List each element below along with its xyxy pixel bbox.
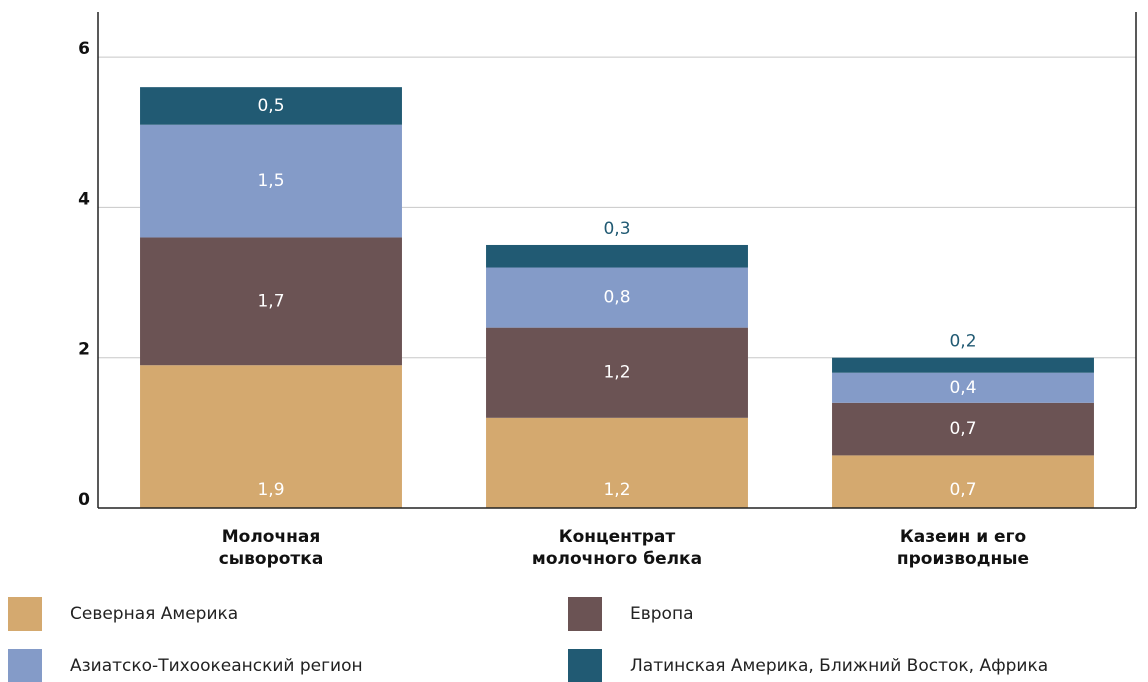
y-tick-label: 6 bbox=[78, 39, 90, 59]
value-label: 1,5 bbox=[257, 171, 284, 191]
bar-segment bbox=[486, 244, 748, 268]
bar-segment bbox=[832, 357, 1094, 373]
bar-segment bbox=[486, 327, 748, 418]
y-tick-label: 4 bbox=[78, 189, 90, 209]
legend-label: Латинская Америка, Ближний Восток, Африк… bbox=[630, 656, 1048, 676]
bar-segment bbox=[140, 237, 402, 366]
bar-segment bbox=[140, 124, 402, 238]
x-tick-label: Казеин и его производные bbox=[896, 527, 1030, 569]
legend-swatch bbox=[8, 649, 42, 682]
y-tick-label: 2 bbox=[78, 340, 90, 360]
value-label: 0,7 bbox=[949, 480, 976, 500]
value-label: 0,7 bbox=[949, 419, 976, 439]
y-tick-label: 0 bbox=[78, 490, 90, 510]
legend-swatch bbox=[568, 597, 602, 631]
bar-segment bbox=[140, 87, 402, 125]
legend-swatch bbox=[8, 597, 42, 631]
value-label: 1,9 bbox=[257, 480, 284, 500]
legend-label: Северная Америка bbox=[70, 604, 238, 624]
bar-segment bbox=[832, 455, 1094, 508]
value-label: 0,3 bbox=[603, 219, 630, 239]
value-label: 0,4 bbox=[949, 378, 976, 398]
legend-swatch bbox=[568, 649, 602, 682]
bar-segment bbox=[486, 267, 748, 328]
x-tick-label: Концентрат молочного белка bbox=[531, 527, 703, 569]
bar-segment bbox=[140, 365, 402, 508]
value-label: 0,8 bbox=[603, 288, 630, 308]
value-label: 0,2 bbox=[949, 332, 976, 352]
legend-label: Азиатско-Тихоокеанский регион bbox=[70, 656, 363, 676]
value-label: 0,5 bbox=[257, 96, 284, 116]
bar-segment bbox=[832, 372, 1094, 403]
bar-segment bbox=[832, 402, 1094, 456]
bar-segment bbox=[486, 417, 748, 508]
value-label: 1,2 bbox=[603, 363, 630, 383]
value-label: 1,7 bbox=[257, 291, 284, 311]
value-label: 1,2 bbox=[603, 480, 630, 500]
legend-label: Европа bbox=[630, 604, 693, 624]
x-tick-label: Молочная сыворотка bbox=[218, 527, 324, 569]
